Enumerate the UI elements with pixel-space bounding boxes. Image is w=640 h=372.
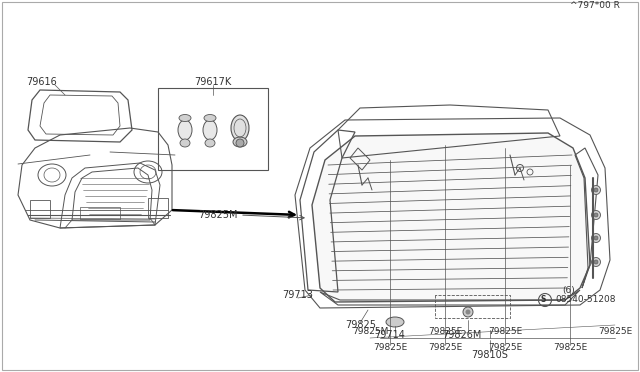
Text: 79825M: 79825M: [198, 210, 238, 220]
Bar: [80, 207, 120, 219]
Text: 79825E: 79825E: [553, 343, 587, 353]
Ellipse shape: [205, 139, 215, 147]
Circle shape: [591, 211, 600, 219]
Circle shape: [591, 234, 600, 243]
Text: 79825E: 79825E: [488, 343, 522, 353]
Text: S: S: [540, 295, 546, 305]
Circle shape: [591, 257, 600, 266]
Circle shape: [594, 236, 598, 240]
Text: 79826M: 79826M: [442, 330, 482, 340]
Bar: [158, 88, 268, 170]
Text: 79825M: 79825M: [352, 327, 388, 337]
Ellipse shape: [204, 115, 216, 122]
Text: ^797*00 R: ^797*00 R: [570, 1, 620, 10]
Ellipse shape: [180, 139, 190, 147]
Bar: [148, 198, 168, 218]
Text: 79714: 79714: [374, 330, 405, 340]
Circle shape: [465, 310, 470, 314]
Circle shape: [594, 188, 598, 192]
Circle shape: [594, 260, 598, 264]
Text: 79825E: 79825E: [428, 327, 462, 337]
Text: (6): (6): [562, 285, 575, 295]
Ellipse shape: [231, 115, 249, 141]
Text: 79617K: 79617K: [195, 77, 232, 87]
Text: 08540-51208: 08540-51208: [555, 295, 616, 305]
Circle shape: [463, 307, 473, 317]
Circle shape: [236, 139, 244, 147]
Ellipse shape: [233, 137, 247, 147]
Ellipse shape: [178, 120, 192, 140]
Text: 79825E: 79825E: [488, 327, 522, 337]
Ellipse shape: [203, 120, 217, 140]
Text: 79825E: 79825E: [598, 327, 632, 337]
Ellipse shape: [386, 317, 404, 327]
Circle shape: [591, 186, 600, 195]
Text: 79616: 79616: [27, 77, 58, 87]
Text: 79825E: 79825E: [428, 343, 462, 353]
Bar: [30, 200, 50, 218]
Circle shape: [594, 213, 598, 217]
Polygon shape: [312, 133, 590, 302]
Text: 79810S: 79810S: [472, 350, 508, 360]
Ellipse shape: [179, 115, 191, 122]
Text: 79825: 79825: [345, 320, 376, 330]
Text: 79713: 79713: [283, 290, 314, 300]
Text: 79825E: 79825E: [373, 343, 407, 353]
